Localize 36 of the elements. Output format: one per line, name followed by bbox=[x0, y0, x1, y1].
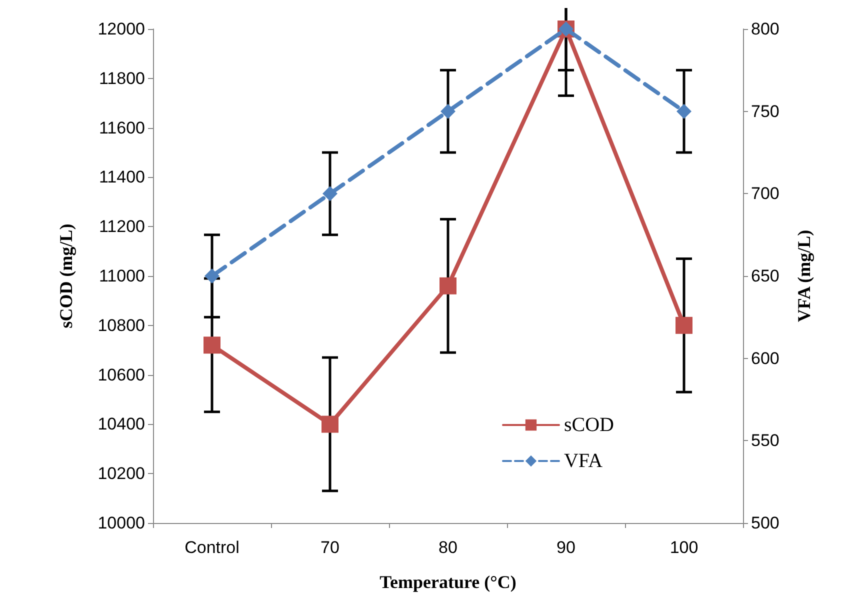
y-axis-title: sCOD (mg/L) bbox=[56, 224, 76, 328]
y2-tick-label: 750 bbox=[751, 102, 780, 121]
x-tick-label: Control bbox=[184, 538, 240, 557]
legend-label: sCOD bbox=[564, 414, 614, 436]
point bbox=[676, 316, 692, 334]
y2-tick-label: 700 bbox=[751, 184, 780, 204]
point bbox=[322, 416, 338, 433]
y2-axis-title: VFA (mg/L) bbox=[794, 230, 814, 322]
y-tick-label: 10000 bbox=[98, 514, 145, 532]
y2-tick-label: 500 bbox=[751, 514, 780, 532]
legend-label: VFA bbox=[564, 450, 604, 472]
x-tick-label: 70 bbox=[320, 538, 340, 557]
point bbox=[440, 104, 456, 119]
y-tick-label: 11600 bbox=[98, 118, 145, 138]
y2-tick-label: 550 bbox=[751, 431, 780, 450]
y-tick-label: 11800 bbox=[98, 68, 145, 88]
point bbox=[440, 277, 456, 294]
y-tick-label: 11200 bbox=[98, 217, 145, 236]
y-tick-label: 10400 bbox=[98, 414, 145, 434]
x-tick-label: 90 bbox=[556, 538, 576, 557]
x-axis-title: Temperature (°C) bbox=[380, 572, 516, 592]
y-tick-label: 10200 bbox=[98, 464, 145, 484]
y-tick-label: 11400 bbox=[98, 168, 145, 187]
y2-tick-label: 600 bbox=[751, 348, 780, 368]
y2-tick-label: 800 bbox=[751, 20, 780, 38]
point bbox=[204, 268, 220, 284]
y-tick-label: 10800 bbox=[98, 316, 145, 335]
point bbox=[204, 336, 220, 354]
x-tick-label: 100 bbox=[670, 538, 698, 557]
y-tick-label: 10600 bbox=[98, 365, 145, 384]
point bbox=[322, 186, 338, 202]
point bbox=[676, 104, 692, 119]
y-tick-label: 11000 bbox=[98, 266, 145, 286]
y-tick-label: 12000 bbox=[98, 20, 145, 38]
y2-tick-label: 650 bbox=[751, 266, 780, 286]
x-tick-label: 80 bbox=[438, 538, 458, 557]
